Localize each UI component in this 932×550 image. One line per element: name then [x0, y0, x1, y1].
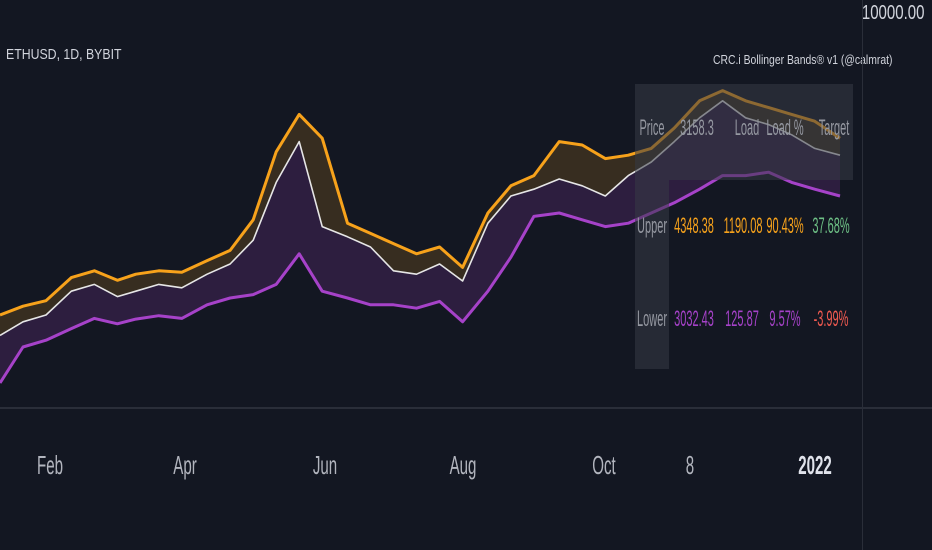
table-header-target: Target: [818, 115, 850, 140]
table-upper-load-pct: 90.43%: [766, 213, 804, 238]
table-lower-target: -3.99%: [813, 306, 849, 331]
price-scale-divider: [862, 0, 863, 550]
table-header-bg: [635, 84, 853, 180]
symbol-title: ETHUSD, 1D, BYBIT: [6, 46, 122, 63]
table-lower-price: 3032.43: [674, 306, 714, 331]
table-label-column-bg: [635, 180, 669, 369]
table-upper-target: 37.68%: [812, 213, 850, 238]
x-axis-label-feb: Feb: [37, 450, 63, 480]
lower-band-line: [0, 170, 841, 384]
table-header-load-pct: Load %: [766, 115, 804, 140]
price-scale-label: 10000.00: [861, 2, 924, 24]
table-upper-label: Upper: [637, 213, 667, 238]
x-axis-label-2022: 2022: [798, 450, 832, 480]
x-axis-label-8: 8: [685, 450, 695, 480]
table-upper-price: 4348.38: [674, 213, 714, 238]
x-axis-label-apr: Apr: [173, 450, 197, 480]
x-axis-label-oct: Oct: [592, 450, 616, 480]
bollinger-table: Price 3158.3 Load Load % Target Upper 43…: [635, 84, 853, 369]
table-header-price: Price: [639, 115, 665, 140]
time-axis-divider: [0, 407, 932, 409]
indicator-title[interactable]: CRC.i Bollinger Bands® v1 (@calmrat): [713, 52, 893, 67]
x-axis-label-jun: Jun: [312, 450, 338, 480]
table-lower-load: 125.87: [725, 306, 759, 331]
table-header-current-price: 3158.3: [680, 115, 714, 140]
table-upper-load: 1190.08: [723, 213, 763, 238]
table-lower-load-pct: 9.57%: [769, 306, 801, 331]
table-header-load: Load: [734, 115, 760, 140]
x-axis-label-aug: Aug: [449, 450, 477, 480]
table-lower-label: Lower: [637, 306, 667, 331]
